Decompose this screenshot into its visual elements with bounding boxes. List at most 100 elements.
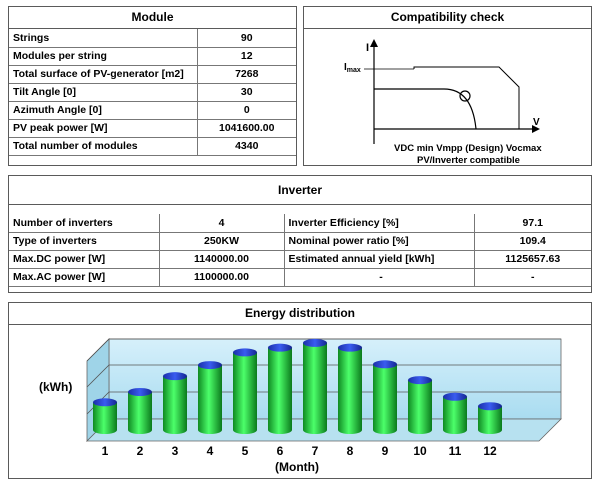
gridline-2 bbox=[86, 364, 561, 388]
module-row-value: 1041600.00 bbox=[197, 119, 296, 138]
bar-cap bbox=[163, 372, 187, 381]
module-table: Strings 90 Modules per string 12 Total surfa… bbox=[9, 29, 296, 156]
energy-chart: 1 2 3 4 5 6 7 8 9 10 11 12 (kWh) (Month) bbox=[39, 338, 562, 474]
module-row: Modules per string 12 bbox=[9, 47, 296, 66]
x-axis-label: (Month) bbox=[275, 460, 319, 474]
x-tick-label: 6 bbox=[277, 444, 284, 458]
compat-window bbox=[413, 66, 520, 129]
module-row-label: Total surface of PV-generator [m2] bbox=[9, 65, 198, 84]
bar-cap bbox=[128, 388, 152, 396]
bar-cap bbox=[408, 376, 432, 385]
module-row-label: Modules per string bbox=[9, 47, 198, 66]
bar-cap bbox=[373, 360, 397, 369]
inverter-label-right: Estimated annual yield [kWh] bbox=[284, 250, 475, 269]
x-tick-label: 1 bbox=[102, 444, 109, 458]
module-row: Strings 90 bbox=[9, 29, 296, 48]
bar-cap bbox=[233, 348, 257, 357]
bar-month-12 bbox=[478, 402, 502, 434]
inverter-value-left: 1100000.00 bbox=[159, 268, 285, 287]
bar-body bbox=[303, 342, 327, 434]
iv-curve bbox=[374, 88, 477, 130]
module-row-value: 90 bbox=[197, 29, 296, 48]
bar-month-10 bbox=[408, 376, 432, 434]
inverter-title: Inverter bbox=[9, 176, 591, 205]
bar-body bbox=[268, 347, 292, 434]
x-tick-label: 2 bbox=[137, 444, 144, 458]
inverter-label-left: Max.DC power [W] bbox=[9, 250, 160, 269]
compat-text-line2: PV/Inverter compatible bbox=[417, 155, 520, 166]
module-row-value: 7268 bbox=[197, 65, 296, 84]
bar-body bbox=[198, 365, 222, 434]
x-tick-label: 9 bbox=[382, 444, 389, 458]
bar-month-7 bbox=[303, 338, 327, 434]
compatibility-title: Compatibility check bbox=[304, 7, 591, 29]
inverter-label-left: Number of inverters bbox=[9, 214, 160, 233]
module-panel: Module Strings 90 Modules per string 12 Tota… bbox=[8, 6, 297, 166]
bar-month-5 bbox=[233, 348, 257, 434]
y-axis-label: (kWh) bbox=[39, 380, 72, 394]
bar-cap bbox=[338, 343, 362, 352]
module-row-value: 12 bbox=[197, 47, 296, 66]
module-row-label: Total number of modules bbox=[9, 137, 198, 156]
bar-body bbox=[478, 406, 502, 434]
module-row-value: 30 bbox=[197, 83, 296, 102]
inverter-row: Number of inverters 4 Inverter Efficiency … bbox=[9, 214, 591, 233]
v-axis-arrow bbox=[532, 125, 540, 133]
compat-text-line1: VDC min Vmpp (Design) Vocmax bbox=[394, 143, 542, 154]
bar-body bbox=[93, 402, 117, 434]
inverter-label-left: Type of inverters bbox=[9, 232, 160, 251]
bar-cap bbox=[198, 361, 222, 370]
bar-body bbox=[128, 392, 152, 434]
inverter-row: Max.AC power [W] 1100000.00- - bbox=[9, 268, 591, 287]
inverter-row: Max.DC power [W] 1140000.00 Estimated annu… bbox=[9, 250, 591, 269]
i-axis-arrow bbox=[370, 39, 378, 47]
module-row: Azimuth Angle [0] 0 bbox=[9, 101, 296, 120]
module-row: Tilt Angle [0] 30 bbox=[9, 83, 296, 102]
bar-cap bbox=[93, 398, 117, 407]
inverter-label-right: Inverter Efficiency [%] bbox=[284, 214, 475, 233]
bar-cap bbox=[268, 343, 292, 352]
inverter-value-left: 250KW bbox=[159, 232, 285, 251]
mpp-circle bbox=[459, 90, 471, 102]
bar-body bbox=[443, 396, 467, 434]
bar-body bbox=[163, 376, 187, 434]
module-row-label: Tilt Angle [0] bbox=[9, 83, 198, 102]
i-axis-label: I bbox=[366, 42, 369, 54]
inverter-table: Number of inverters 4 Inverter Efficiency … bbox=[9, 214, 591, 287]
bar-month-11 bbox=[443, 392, 467, 434]
x-tick-label: 5 bbox=[242, 444, 249, 458]
imax-label: Imax bbox=[344, 62, 361, 74]
energy-panel: Energy distribution 1 2 3 4 bbox=[8, 302, 592, 479]
module-row-value: 4340 bbox=[197, 137, 296, 156]
module-row-label: Azimuth Angle [0] bbox=[9, 101, 198, 120]
bar-month-9 bbox=[373, 360, 397, 434]
bar-cap bbox=[478, 402, 502, 411]
bar-body bbox=[233, 352, 257, 434]
x-tick-label: 4 bbox=[207, 444, 214, 458]
bar-cap bbox=[443, 392, 467, 401]
inverter-value-right: 109.4 bbox=[474, 232, 591, 251]
inverter-value-right: 1125657.63 bbox=[474, 250, 591, 269]
bar-month-8 bbox=[338, 343, 362, 434]
module-row: PV peak power [W] 1041600.00 bbox=[9, 119, 296, 138]
inverter-value-right: 97.1 bbox=[474, 214, 591, 233]
bar-month-3 bbox=[163, 372, 187, 434]
inverter-value-left: 1140000.00 bbox=[159, 250, 285, 269]
inverter-panel: Inverter Number of inverters 4 Inverter Ef… bbox=[8, 175, 592, 293]
module-title: Module bbox=[9, 7, 296, 29]
compatibility-diagram: I V Imax VDC min Vmpp (Design) Vocmax PV… bbox=[344, 39, 542, 166]
module-row: Total number of modules 4340 bbox=[9, 137, 296, 156]
x-tick-label: 3 bbox=[172, 444, 179, 458]
bar-month-1 bbox=[93, 398, 117, 434]
module-row-label: Strings bbox=[9, 29, 198, 48]
compatibility-panel: Compatibility check I V Imax VDC min Vmp… bbox=[303, 6, 592, 166]
bar-month-4 bbox=[198, 361, 222, 434]
bar-body bbox=[373, 364, 397, 434]
inverter-value-right: - bbox=[474, 268, 591, 287]
bar-body bbox=[338, 347, 362, 434]
module-row-label: PV peak power [W] bbox=[9, 119, 198, 138]
inverter-label-right: Nominal power ratio [%] bbox=[284, 232, 475, 251]
energy-title: Energy distribution bbox=[9, 303, 591, 325]
x-tick-label: 10 bbox=[413, 444, 427, 458]
x-tick-label: 8 bbox=[347, 444, 354, 458]
